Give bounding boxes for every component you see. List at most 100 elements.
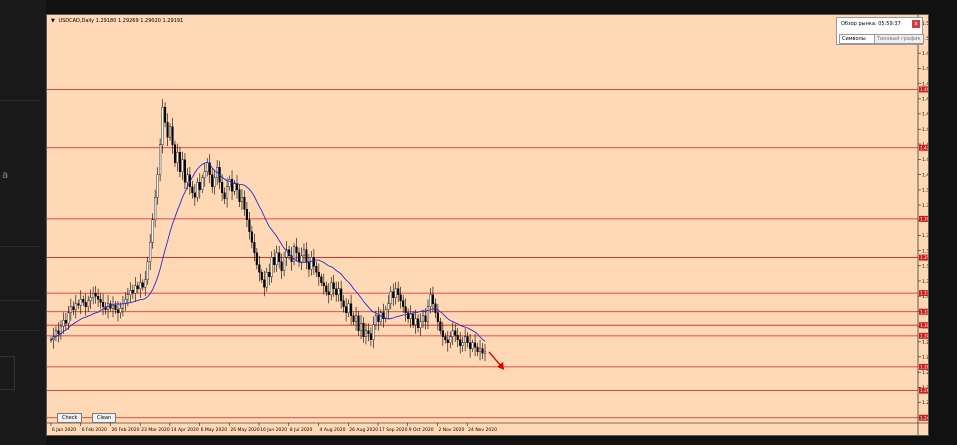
y-tick-label: 1.28860 [922,355,928,361]
candle-body [424,315,427,322]
candle-body [367,330,370,334]
candle-body [82,299,85,303]
level-price-tag [919,290,928,297]
candle-body [263,279,266,288]
candle-body [144,279,147,288]
level-price-label: 1.30970 [920,323,928,328]
candle-body [235,183,239,190]
candle-body [394,288,397,298]
candle-body [156,174,159,198]
level-price-tag [919,332,928,339]
candle-body [233,183,236,192]
candle-body [350,303,353,316]
y-tick-label: 1.41010 [922,172,928,178]
x-tick-label: 26 Aug 2020 [349,427,378,433]
candle-body [173,144,177,163]
candle-body [67,312,70,324]
candle-body [181,159,184,172]
candle-body [347,303,350,313]
candle-body [265,272,268,288]
candle-body [223,192,226,199]
moving-average-line [50,161,486,342]
chart-menu-triangle-icon[interactable]: ▼ [51,18,55,24]
candle-body [320,276,323,283]
candle-body [419,321,422,328]
y-tick-label: 1.38980 [922,203,928,209]
candle-body [295,246,298,253]
y-tick-label: 1.42030 [922,157,928,163]
candle-body [79,299,82,306]
candle-body [310,257,313,270]
candle-body [332,282,335,289]
candle-body [161,107,164,145]
level-price-tag [919,363,928,370]
candle-body [387,303,390,310]
candle-body [459,339,462,346]
candle-body [302,249,306,256]
candle-body [285,249,288,258]
level-price-label: 1.35480 [920,255,928,260]
candle-body [464,336,467,343]
candle-body [478,348,482,352]
candle-body [335,288,338,295]
candle-body [307,261,310,270]
candle-body [275,252,278,265]
candle-body [238,189,241,202]
candle-body [94,293,97,297]
y-tick-label: 1.44040 [922,127,928,133]
candle-body [201,177,204,190]
x-tick-label: 26 May 2020 [230,427,259,433]
level-price-label: 1.33110 [920,291,928,296]
candle-body [57,330,60,334]
candle-body [352,315,355,322]
candle-body [364,330,368,337]
tab-symbols[interactable]: Символы [839,34,877,44]
candle-body [114,305,117,310]
candle-body [226,186,229,199]
candle-body [476,347,479,352]
candle-body [203,171,206,178]
background-text-fragment: a [2,170,9,181]
candle-body [168,126,172,138]
y-tick-label: 1.46060 [922,97,928,103]
candle-body [471,342,474,349]
candle-body [436,312,439,322]
tab-tick-chart[interactable]: Тиковый график [874,34,924,44]
candle-body [193,192,196,198]
candle-body [397,288,400,295]
candle-body [412,314,415,325]
close-icon[interactable]: x [912,20,920,28]
market-watch-panel[interactable]: Обзор рынка: 05:59:37 x Символы Тиковый … [836,17,924,45]
candle-body [439,321,442,331]
candle-body [345,306,348,313]
forecast-arrow-head [497,361,504,370]
clean-button[interactable]: Clean [92,413,117,423]
candle-body [129,290,132,295]
candle-body [292,246,296,262]
y-tick-label: 1.25830 [922,400,928,406]
background-divider [0,300,40,301]
candle-body [434,303,437,313]
candle-body [54,330,58,337]
x-tick-label: 6 Feb 2020 [82,427,107,433]
candle-body [441,330,444,337]
candle-body [134,285,137,294]
y-tick-label: 1.35940 [922,248,928,254]
candle-body [399,294,402,301]
candle-body [278,252,281,262]
candle-body [431,294,434,304]
price-chart[interactable]: 1.51120 1.50120 1.49110 1.48090 1.47070 1.460… [47,15,928,435]
candle-body [253,242,256,253]
candle-body [469,342,472,349]
candle-body [297,252,301,262]
candle-body [382,312,385,319]
candle-body [374,315,377,325]
candle-body [136,285,139,289]
candle-body [208,162,211,175]
candle-body [77,303,80,306]
forecast-arrow-line [488,351,502,367]
candle-body [416,318,420,328]
check-button[interactable]: Check [57,413,83,423]
chart-window[interactable]: 1.51120 1.50120 1.49110 1.48090 1.47070 1.460… [46,14,929,436]
candle-body [317,272,320,277]
